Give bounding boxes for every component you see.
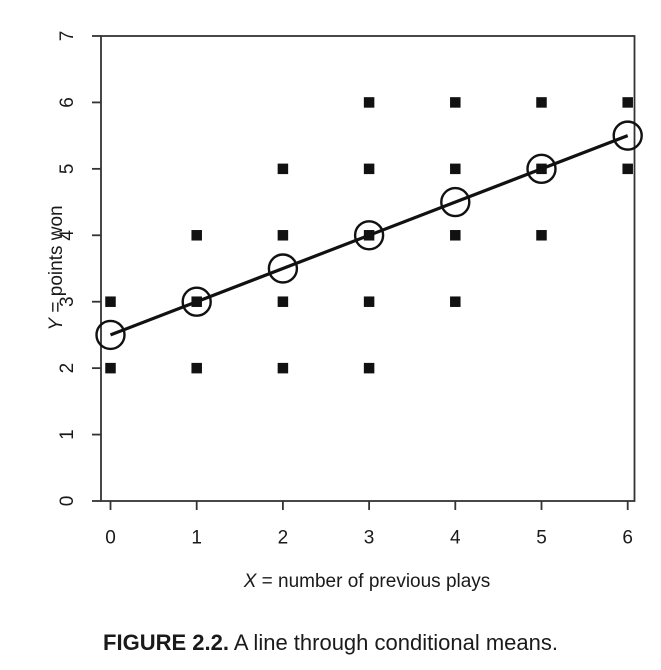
y-axis-tick-label: 5 <box>57 164 78 175</box>
data-point-square <box>622 163 633 175</box>
data-point-square <box>277 362 289 374</box>
data-point-square <box>363 296 375 307</box>
figure-caption-label: FIGURE 2.2. <box>103 630 229 655</box>
data-point-square <box>105 362 116 374</box>
y-axis-title: Y = points won <box>44 118 70 418</box>
data-point-square <box>277 163 289 175</box>
conditional-mean-circle <box>353 220 385 251</box>
y-axis-tick-label: 4 <box>57 230 78 241</box>
data-point-square <box>450 97 461 108</box>
data-point-square <box>536 230 547 241</box>
data-point-square <box>450 230 461 241</box>
data-point-square <box>191 230 202 241</box>
figure-caption: FIGURE 2.2. A line through conditional m… <box>0 629 661 657</box>
data-point-square <box>450 296 461 307</box>
x-axis-title: X = number of previous plays <box>117 570 617 594</box>
x-axis-tick-label: 2 <box>278 528 289 549</box>
y-axis-tick-label: 3 <box>57 296 78 307</box>
data-point-square <box>363 362 375 374</box>
figure-caption-text: A line through conditional means. <box>233 630 558 655</box>
data-point-square <box>277 296 289 307</box>
x-axis-tick-label: 5 <box>536 528 547 549</box>
x-axis-tick-label: 4 <box>450 528 461 549</box>
y-variable: Y <box>46 317 67 331</box>
conditional-mean-circle <box>612 120 643 151</box>
scatter-plot-canvas: 0 1 2 3 4 5 6 0 1 2 3 4 5 6 7 <box>57 31 643 549</box>
y-axis-tick-label: 2 <box>57 363 78 374</box>
data-point-square <box>450 163 461 175</box>
x-axis-title-text: = number of previous plays <box>256 571 491 592</box>
y-axis-tick-label: 1 <box>57 429 78 440</box>
y-axis-tick-label: 0 <box>57 496 78 507</box>
x-axis-tick-label: 1 <box>191 528 202 549</box>
conditional-means-line <box>109 134 629 337</box>
x-axis-tick-label: 3 <box>364 528 375 549</box>
data-point-square <box>536 97 547 108</box>
data-point-square <box>105 296 116 307</box>
y-axis-title-text: = points won <box>46 205 67 318</box>
conditional-mean-circle <box>440 186 471 218</box>
x-axis-tick-label: 0 <box>105 528 116 549</box>
data-point-square <box>191 362 202 374</box>
data-point-square <box>622 97 633 108</box>
data-point-square <box>277 230 289 241</box>
data-point-square <box>363 97 375 108</box>
x-variable: X <box>243 571 257 592</box>
data-point-square <box>363 163 375 175</box>
conditional-mean-circle <box>181 286 212 317</box>
y-axis-tick-label: 7 <box>57 31 78 42</box>
plot-box <box>100 35 636 502</box>
conditional-mean-circle <box>95 319 126 351</box>
conditional-mean-circle <box>526 153 557 185</box>
x-axis-tick-label: 6 <box>622 528 633 549</box>
y-axis-tick-label: 6 <box>57 97 78 108</box>
conditional-mean-circle <box>267 253 299 284</box>
